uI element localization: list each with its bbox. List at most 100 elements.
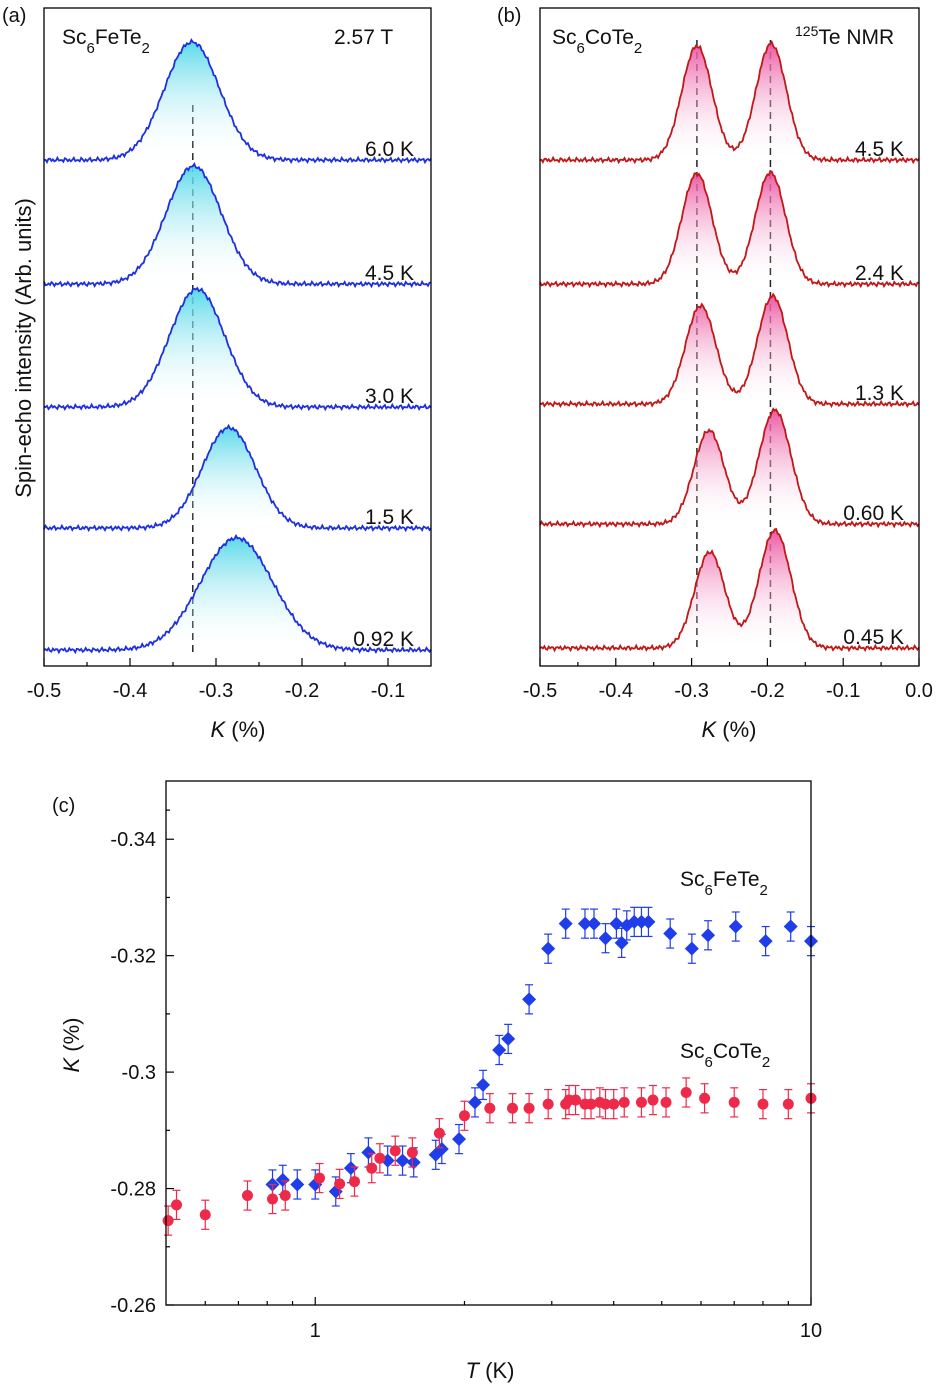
panel-c-co-point-14 — [458, 1110, 470, 1122]
panel-c-fe-point-31 — [701, 928, 716, 943]
panel-c-data-points — [162, 906, 818, 1236]
panel-b-sample-label: Sc6CoTe2 — [552, 26, 642, 57]
panel-a-field-annotation: 2.57 T — [334, 26, 393, 49]
panel-c-x-tick-label-1: 10 — [800, 1320, 822, 1342]
panel-c-co-point-17 — [523, 1102, 535, 1114]
panel-c-co-point-21 — [570, 1094, 582, 1106]
panel-c-co-point-29 — [647, 1094, 659, 1106]
panel-c-co-point-33 — [728, 1096, 740, 1108]
panel-c-co-point-8 — [348, 1176, 360, 1188]
panel-c-co-point-5 — [279, 1190, 291, 1202]
panel-c-co-point-9 — [366, 1162, 378, 1174]
panel-a-frame — [43, 7, 432, 667]
panel-b-x-tick-label-1: -0.4 — [599, 680, 633, 702]
panel-c-co-point-30 — [660, 1096, 672, 1108]
panel-c-fe-point-30 — [684, 941, 699, 956]
panel-a-x-tick-label-3: -0.2 — [285, 680, 319, 702]
panel-a-spectrum-line-2 — [43, 286, 432, 412]
panel-c-co-point-34 — [757, 1098, 769, 1110]
panel-b-spectrum-line-3 — [539, 407, 920, 529]
panel-c-co-point-16 — [507, 1102, 519, 1114]
panel-c-fe-point-22 — [598, 931, 613, 946]
panel-c-fe-point-21 — [587, 916, 602, 931]
panel-c-co-point-32 — [699, 1092, 711, 1104]
panel-c-fe-point-11 — [434, 1141, 449, 1156]
panel-b-spectrum-fill-3 — [540, 408, 919, 527]
panel-c-fe-point-15 — [492, 1042, 507, 1057]
panel-b-temperature-label-2: 1.3 K — [855, 382, 904, 405]
panel-c-fe-point-33 — [758, 934, 773, 949]
panel-c-co-point-25 — [599, 1098, 611, 1110]
panel-c-fe-point-16 — [501, 1031, 516, 1046]
panel-c-co-point-1 — [171, 1199, 183, 1211]
panel-c-x-tick-label-0: 1 — [310, 1320, 321, 1342]
panel-c-fe-point-32 — [728, 919, 743, 934]
panel-c-fe-point-9 — [406, 1155, 421, 1170]
panel-a-spectrum-fill-4 — [44, 535, 431, 653]
panel-a-temperature-label-3: 1.5 K — [365, 506, 414, 529]
panel-a-spectrum-fill-3 — [44, 425, 431, 531]
panel-c-y-axis-label: K (%) — [59, 1017, 84, 1072]
panel-c-fe-point-26 — [627, 914, 642, 929]
panel-a-label: (a) — [2, 5, 26, 27]
panel-b-x-tick-label-5: 0.0 — [905, 680, 933, 702]
panel-c-co-point-4 — [267, 1193, 279, 1205]
panel-b: (b) Sc6CoTe2 125Te NMR 4.5 K 2.4 K 1.3 K 0.… — [497, 5, 933, 742]
panel-c-fe-point-28 — [641, 914, 656, 929]
panel-c-fe-point-1 — [275, 1172, 290, 1187]
panel-c-fe-point-14 — [476, 1077, 491, 1092]
panel-b-spectrum-fill-4 — [540, 529, 919, 651]
panel-c-fe-point-5 — [343, 1161, 358, 1176]
panel-a-temperature-label-2: 3.0 K — [365, 385, 414, 408]
panel-c-fe-point-2 — [290, 1177, 305, 1192]
panel-c-x-axis-label: T (K) — [466, 1358, 515, 1383]
panel-c-fe-point-20 — [577, 916, 592, 931]
panel-b-x-axis-label: K (%) — [701, 717, 756, 742]
panel-b-x-tick-label-3: -0.2 — [750, 680, 784, 702]
panel-c-co-point-18 — [542, 1098, 554, 1110]
panel-c-fe-point-13 — [467, 1095, 482, 1110]
panel-a-x-tick-label-1: -0.4 — [113, 680, 147, 702]
panel-c-co-point-28 — [635, 1096, 647, 1108]
panel-a-x-ticks: -0.5 -0.4 -0.3 -0.2 -0.1 — [27, 658, 405, 702]
panel-a-x-tick-label-2: -0.3 — [199, 680, 233, 702]
panel-c-co-point-35 — [782, 1098, 794, 1110]
panel-a-spectrum-fill-1 — [44, 163, 431, 287]
panel-a-sample-label: Sc6FeTe2 — [62, 26, 150, 57]
panel-b-spectrum-line-0 — [539, 40, 920, 165]
panel-c-co-point-13 — [433, 1127, 445, 1139]
panel-b-spectrum-line-2 — [539, 292, 920, 409]
panel-c-co-point-15 — [484, 1102, 496, 1114]
panel-c-co-point-3 — [241, 1190, 253, 1202]
panel-a-temperature-label-4: 0.92 K — [353, 628, 414, 651]
panel-b-temperature-label-3: 0.60 K — [843, 502, 904, 525]
panel-c-fe-point-34 — [783, 919, 798, 934]
panel-a-x-tick-label-0: -0.5 — [27, 680, 61, 702]
panel-b-x-ticks: -0.5 -0.4 -0.3 -0.2 -0.1 0.0 — [523, 658, 933, 702]
panel-b-x-tick-label-2: -0.3 — [674, 680, 708, 702]
panel-a-spectrum-line-4 — [43, 533, 432, 655]
panel-c-fe-point-6 — [361, 1145, 376, 1160]
panel-c-co-point-31 — [680, 1086, 692, 1098]
panel-c-frame — [165, 780, 812, 1306]
panel-c-fe-series-label: Sc6FeTe2 — [680, 868, 768, 899]
panel-a-spectrum-fill-0 — [44, 39, 431, 163]
panel-c-co-point-6 — [314, 1172, 326, 1184]
panel-b-spectrum-line-4 — [539, 527, 920, 653]
panel-c-fe-point-12 — [452, 1132, 467, 1147]
panel-c-co-point-2 — [199, 1209, 211, 1221]
panel-c-fe-point-18 — [541, 941, 556, 956]
panel-a-spectrum-line-0 — [43, 37, 432, 165]
panel-c-ticks: -0.26 -0.28 -0.3 -0.32 -0.34 1 10 — [110, 809, 822, 1342]
panel-c-y-tick-label-3: -0.32 — [110, 946, 156, 968]
panel-c-fe-point-29 — [663, 926, 678, 941]
panel-a-spectra: 6.0 K 4.5 K 3.0 K 1.5 K 0.92 K — [43, 37, 432, 655]
panel-c-y-tick-label-4: -0.34 — [110, 829, 156, 851]
panel-c-fe-point-17 — [522, 992, 537, 1007]
panel-a-spectrum-fill-2 — [44, 288, 431, 410]
panel-c-co-point-23 — [585, 1098, 597, 1110]
panel-c-co-series-label: Sc6CoTe2 — [680, 1040, 770, 1071]
panel-b-label: (b) — [497, 5, 521, 27]
panel-b-x-tick-label-0: -0.5 — [523, 680, 557, 702]
